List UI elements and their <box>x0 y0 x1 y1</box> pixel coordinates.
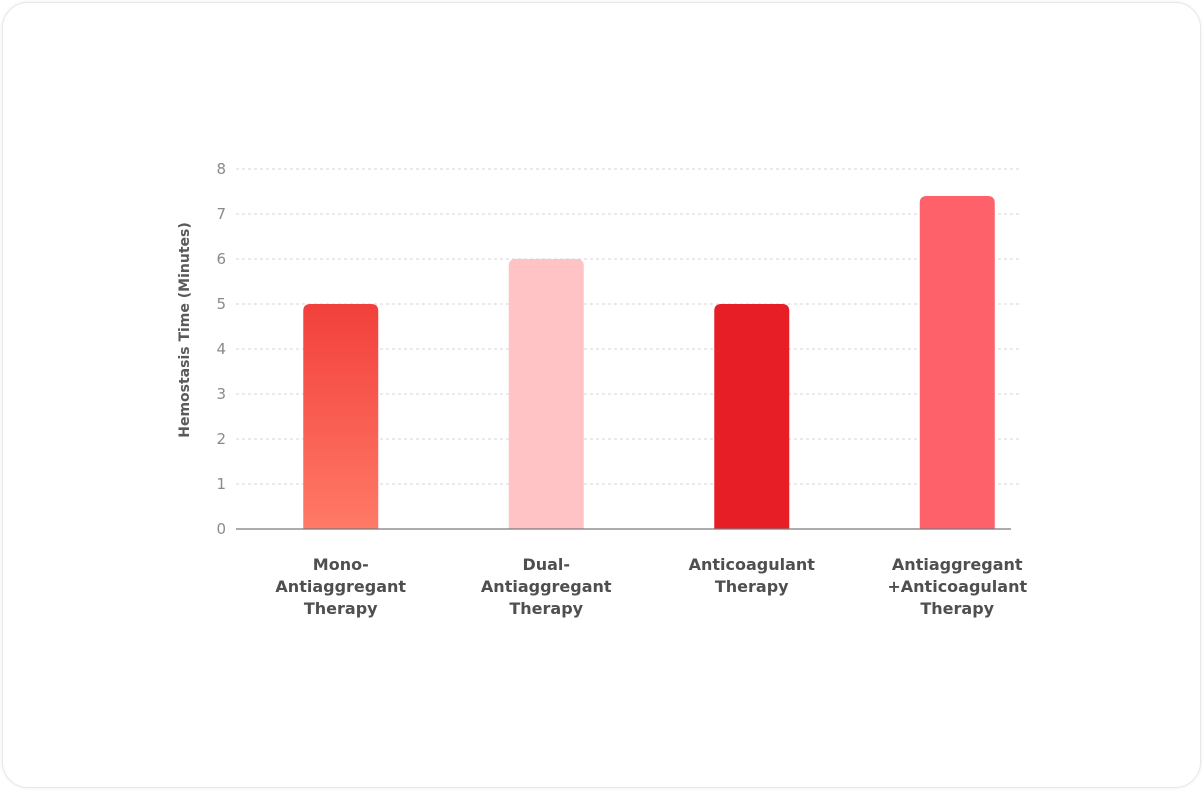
bar-3 <box>919 196 995 529</box>
y-tick-label: 2 <box>216 430 226 448</box>
grid-lines <box>236 168 1020 485</box>
bars <box>303 196 995 529</box>
bar-2 <box>714 304 790 529</box>
x-category-label: Mono-Antiaggregant Therapy <box>275 555 406 618</box>
y-tick-label: 4 <box>216 340 226 358</box>
x-category-label: Antiaggregant +Anticoagulant Therapy <box>887 555 1027 618</box>
y-tick-label: 7 <box>216 205 226 223</box>
y-tick-label: 6 <box>216 250 226 268</box>
labels: 0 1 2 3 4 5 6 7 8 Mono-Antiaggregant Therapy Dual-A… <box>216 160 1027 618</box>
bar-0 <box>303 304 379 529</box>
y-tick-label: 0 <box>216 520 226 538</box>
x-category-label: Anticoagulant Therapy <box>689 555 816 596</box>
y-axis-label: Hemostasis Time (Minutes) <box>177 222 193 438</box>
bar-1 <box>508 259 584 529</box>
x-category-label: Dual-Antiaggregant Therapy <box>481 555 612 618</box>
y-tick-label: 3 <box>216 385 226 403</box>
y-tick-label: 8 <box>216 160 226 178</box>
y-tick-label: 1 <box>216 475 226 493</box>
y-tick-label: 5 <box>216 295 226 313</box>
